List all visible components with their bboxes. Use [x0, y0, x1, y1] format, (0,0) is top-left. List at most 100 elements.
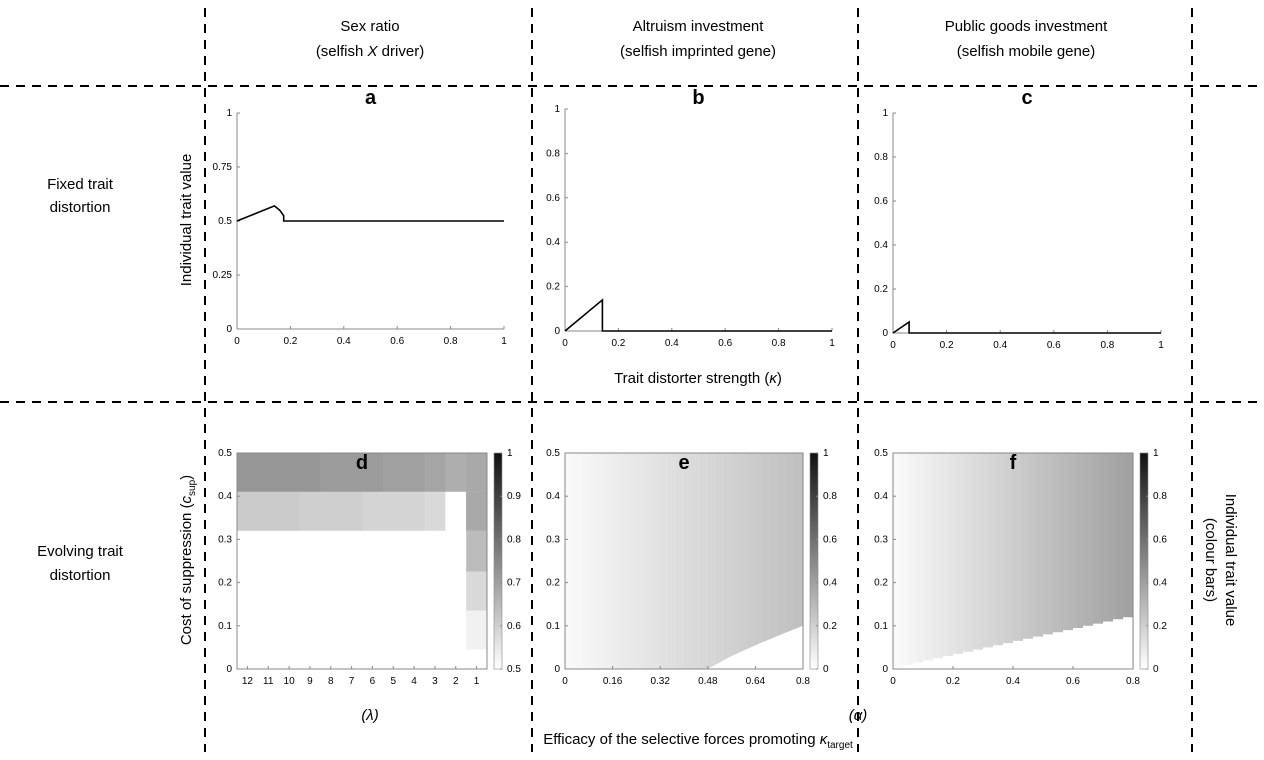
col-c-subtitle: (selfish mobile gene) — [957, 43, 1095, 60]
colorbar-tick-label: 0.8 — [1153, 491, 1167, 502]
x-tick-label: 0.2 — [940, 340, 954, 351]
colorbar-tick-label: 0.6 — [1153, 534, 1167, 545]
colorbar — [1139, 452, 1149, 670]
x-tick-label: 0.6 — [718, 338, 732, 349]
y-tick-label: 1 — [882, 108, 888, 119]
colorbar-tick-label: 0.6 — [507, 621, 521, 632]
heatmap-cell — [257, 491, 280, 531]
col-b-subtitle: (selfish imprinted gene) — [620, 43, 776, 60]
heatmap-column — [707, 453, 717, 669]
y-tick-label: 0.5 — [218, 448, 232, 459]
heatmap-cell — [341, 491, 363, 531]
colorbar-tick-label: 0.6 — [823, 534, 837, 545]
heatmap-cell — [466, 491, 487, 531]
heatmap-cell — [341, 453, 363, 492]
x-tick-label: 2 — [453, 676, 459, 687]
heatmap-column — [893, 453, 902, 669]
x-tick-label: 0.6 — [1047, 340, 1061, 351]
heatmap-cell — [237, 453, 259, 492]
x-tick-label: 9 — [307, 676, 313, 687]
heatmap-cell — [403, 453, 425, 492]
panel-b: 0 0.2 0.4 0.6 0.8 1 0 0.2 0.4 0.6 0.8 1 b — [546, 87, 835, 349]
heatmap-cell — [445, 453, 467, 492]
x-tick-label: 0.2 — [946, 676, 960, 687]
x-tick-label: 0.6 — [1066, 676, 1080, 687]
heatmap-column — [1029, 453, 1038, 669]
heatmap-cell — [299, 453, 321, 492]
heatmap-column — [691, 453, 701, 669]
y-tick-label: 0 — [226, 324, 232, 335]
x-tick-label: 1 — [829, 338, 835, 349]
heatmap-column — [699, 453, 709, 669]
y-tick-label: 0 — [882, 328, 888, 339]
x-tick-label: 0.48 — [698, 676, 718, 687]
heatmap-column — [787, 453, 796, 669]
colorbar-tick-label: 0.2 — [1153, 621, 1167, 632]
y-tick-label: 1 — [554, 104, 560, 115]
heatmap-column — [1117, 453, 1126, 669]
colorbar-tick-label: 0 — [1153, 664, 1159, 675]
row-2-label-line1: Evolving trait — [37, 543, 124, 560]
heatmap-cell — [299, 491, 321, 531]
y-tick-label: 1 — [226, 108, 232, 119]
heatmap-column — [755, 453, 764, 669]
colorbar-tick-label: 1 — [823, 448, 829, 459]
heatmap-cell — [362, 491, 384, 531]
x-tick-label: 0.64 — [746, 676, 766, 687]
y-tick-label: 0.4 — [874, 240, 888, 251]
heatmap-column — [565, 453, 574, 669]
panel-letter: b — [692, 87, 704, 109]
colorbar-tick-label: 0.4 — [823, 578, 837, 589]
row-1-label-line2: distortion — [50, 199, 111, 216]
y-tick-label: 0.5 — [218, 216, 232, 227]
heatmap-column — [1109, 453, 1118, 669]
plot-frame — [564, 452, 804, 670]
colorbar-tick-label: 0.4 — [1153, 578, 1167, 589]
top-x-axis-title: Trait distorter strength (κ) — [614, 370, 782, 387]
heatmap-column — [1069, 453, 1078, 669]
heatmap-column — [795, 453, 804, 669]
x-tick-label: 10 — [284, 676, 296, 687]
y-tick-label: 0.25 — [213, 270, 233, 281]
heatmap-column — [917, 453, 926, 669]
panel-letter: f — [1010, 452, 1017, 474]
heatmap-column — [572, 453, 582, 669]
heatmap-cell — [278, 491, 300, 531]
heatmap-column — [668, 453, 677, 669]
heatmap-column — [1013, 453, 1022, 669]
x-tick-label: 1 — [474, 676, 480, 687]
y-tick-label: 0.4 — [546, 237, 560, 248]
colorbar-tick-label: 1 — [507, 448, 513, 459]
y-tick-label: 0.2 — [546, 282, 560, 293]
x-tick-label: 3 — [432, 676, 438, 687]
no-distortion-region — [893, 617, 1133, 669]
heatmap-cell — [382, 491, 405, 531]
y-tick-label: 0.1 — [218, 621, 232, 632]
x-tick-label: 0.2 — [611, 338, 625, 349]
heatmap-column — [1085, 453, 1094, 669]
trait-value-line — [236, 204, 504, 222]
x-tick-label: 0.8 — [444, 336, 458, 347]
x-tick-label: 4 — [411, 676, 417, 687]
y-tick-label: 0 — [554, 326, 560, 337]
heatmap-cell — [237, 491, 259, 531]
y-tick-label: 0.2 — [546, 578, 560, 589]
heatmap-column — [1021, 453, 1030, 669]
heatmap-cell — [424, 453, 446, 492]
heatmap-column — [771, 453, 780, 669]
colorbar-tick-label: 0.7 — [507, 578, 521, 589]
heatmap-column — [715, 453, 725, 669]
heatmap-column — [739, 453, 749, 669]
x-tick-label: 0.4 — [665, 338, 679, 349]
y-tick-label: 0.1 — [874, 621, 888, 632]
heatmap-column — [620, 453, 630, 669]
colorbar — [493, 452, 503, 670]
heatmap-column — [1053, 453, 1062, 669]
x-tick-label: 0.8 — [796, 676, 810, 687]
heatmap-column — [596, 453, 606, 669]
heatmap-cell — [382, 453, 405, 492]
heatmap-column — [981, 453, 990, 669]
heatmap-cell — [466, 571, 487, 611]
bottom-y-axis-title: Cost of suppression (csup) — [178, 475, 198, 645]
